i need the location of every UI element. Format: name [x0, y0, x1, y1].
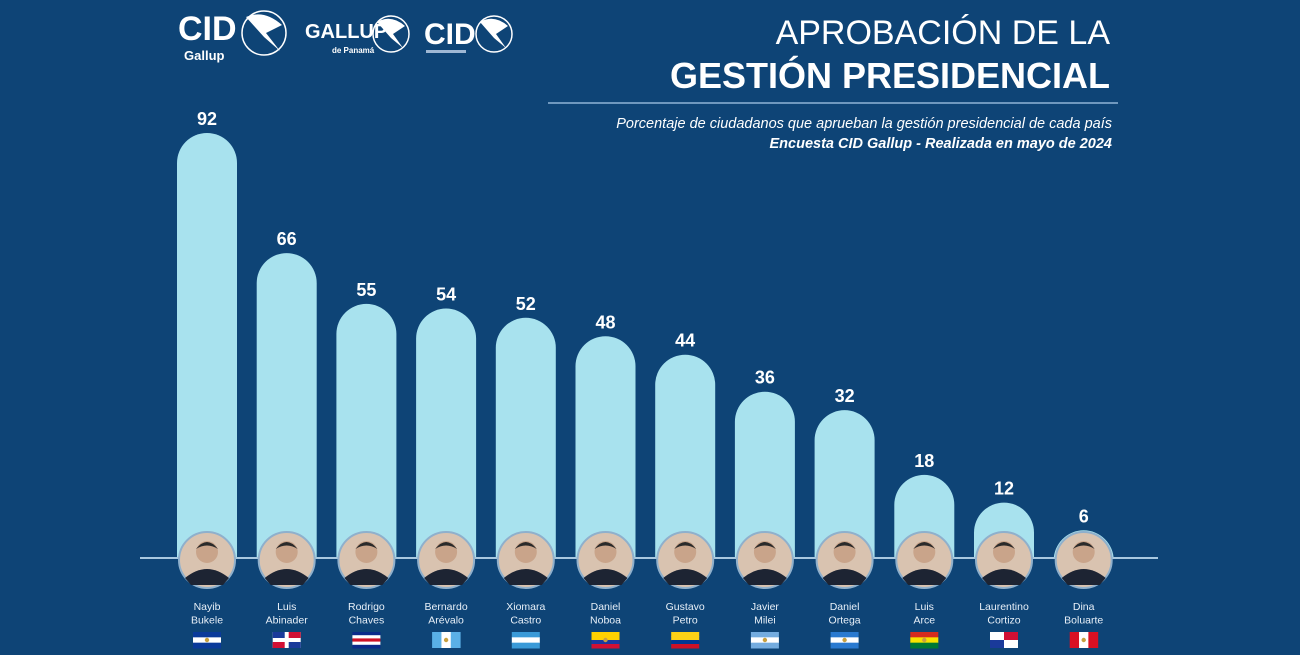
value-label: 18 — [914, 451, 934, 471]
portrait-avatar — [975, 531, 1033, 589]
president-last-name: Arévalo — [428, 615, 464, 627]
value-label: 36 — [755, 368, 775, 388]
president-last-name: Arce — [914, 615, 936, 627]
value-label: 32 — [835, 386, 855, 406]
bar — [734, 391, 795, 558]
bar — [814, 410, 875, 558]
country-flag-icon — [511, 632, 540, 649]
country-flag-icon — [750, 632, 779, 649]
logo-subtext: Gallup — [184, 48, 225, 63]
president-last-name: Chaves — [349, 615, 385, 627]
country-flag-icon — [432, 632, 461, 648]
bar — [336, 303, 397, 558]
chart-subtitle: Porcentaje de ciudadanos que aprueban la… — [616, 116, 1112, 132]
category-labels: Nayib Bukele Luis Abinader Rodrigo Chaves Bern… — [191, 601, 1103, 649]
country-flag-icon — [910, 632, 939, 649]
president-last-name: Ortega — [829, 615, 861, 627]
country-flag-icon — [193, 632, 221, 649]
portrait-avatar — [815, 531, 874, 589]
value-label: 52 — [516, 294, 536, 314]
value-label: 12 — [994, 479, 1014, 499]
bar — [575, 336, 636, 558]
portrait-avatar — [735, 531, 794, 589]
country-flag-icon — [671, 632, 700, 649]
president-last-name: Milei — [754, 615, 776, 627]
country-flag-icon — [830, 632, 859, 649]
president-last-name: Bukele — [191, 615, 223, 627]
country-flag-icon — [990, 632, 1018, 648]
portrait-avatar — [417, 531, 476, 589]
globe-icon — [372, 15, 410, 53]
country-flag-icon — [352, 632, 381, 649]
president-last-name: Noboa — [590, 615, 621, 627]
logo-text: CID — [178, 10, 237, 48]
president-last-name: Petro — [673, 615, 698, 627]
logo-subtext: de Panamá — [332, 46, 375, 55]
president-first-name: Javier — [751, 601, 780, 613]
country-flag-icon — [272, 632, 301, 648]
president-first-name: Daniel — [591, 601, 621, 613]
logo-cid: CID — [424, 15, 513, 53]
chart-title-line2: GESTIÓN PRESIDENCIAL — [670, 54, 1110, 96]
portrait-avatar — [1054, 531, 1113, 589]
value-label: 55 — [356, 280, 376, 300]
portraits — [178, 531, 1113, 589]
president-first-name: Daniel — [830, 601, 860, 613]
globe-icon — [241, 10, 287, 56]
president-first-name: Rodrigo — [348, 601, 385, 613]
bar — [655, 354, 716, 558]
president-last-name: Boluarte — [1064, 615, 1103, 627]
president-last-name: Cortizo — [987, 615, 1020, 627]
country-flag-icon — [591, 632, 620, 649]
portrait-avatar — [656, 531, 715, 589]
president-first-name: Luis — [277, 601, 296, 613]
logo-gallup: GALLUP de Panamá — [305, 15, 410, 55]
portrait-avatar — [496, 531, 555, 589]
president-first-name: Xiomara — [506, 601, 545, 613]
country-flag-icon — [1069, 632, 1099, 648]
portrait-avatar — [576, 531, 635, 589]
chart-title-line1: APROBACIÓN DE LA — [776, 14, 1111, 52]
value-label: 48 — [595, 312, 615, 332]
bar — [416, 308, 477, 558]
logo-text: CID — [424, 18, 476, 51]
value-label: 92 — [197, 109, 217, 129]
president-first-name: Luis — [915, 601, 934, 613]
bars: 92 66 55 54 52 48 44 36 32 18 12 6 — [177, 109, 1114, 561]
value-label: 66 — [277, 229, 297, 249]
portrait-avatar — [257, 531, 316, 589]
globe-icon — [475, 15, 513, 53]
president-first-name: Nayib — [194, 601, 221, 613]
value-label: 54 — [436, 285, 456, 305]
president-last-name: Abinader — [266, 615, 309, 627]
portrait-avatar — [337, 531, 396, 589]
president-first-name: Gustavo — [666, 601, 705, 613]
bar — [177, 133, 237, 558]
president-first-name: Bernardo — [424, 601, 467, 613]
chart-source: Encuesta CID Gallup - Realizada en mayo … — [770, 136, 1113, 152]
portrait-avatar — [178, 531, 236, 589]
logo-text: GALLUP — [305, 21, 387, 43]
president-first-name: Dina — [1073, 601, 1095, 613]
president-first-name: Laurentino — [979, 601, 1029, 613]
bar — [495, 317, 556, 558]
value-label: 6 — [1079, 506, 1089, 526]
portrait-avatar — [895, 531, 954, 589]
president-last-name: Castro — [510, 615, 541, 627]
bar — [256, 253, 317, 559]
value-label: 44 — [675, 331, 695, 351]
